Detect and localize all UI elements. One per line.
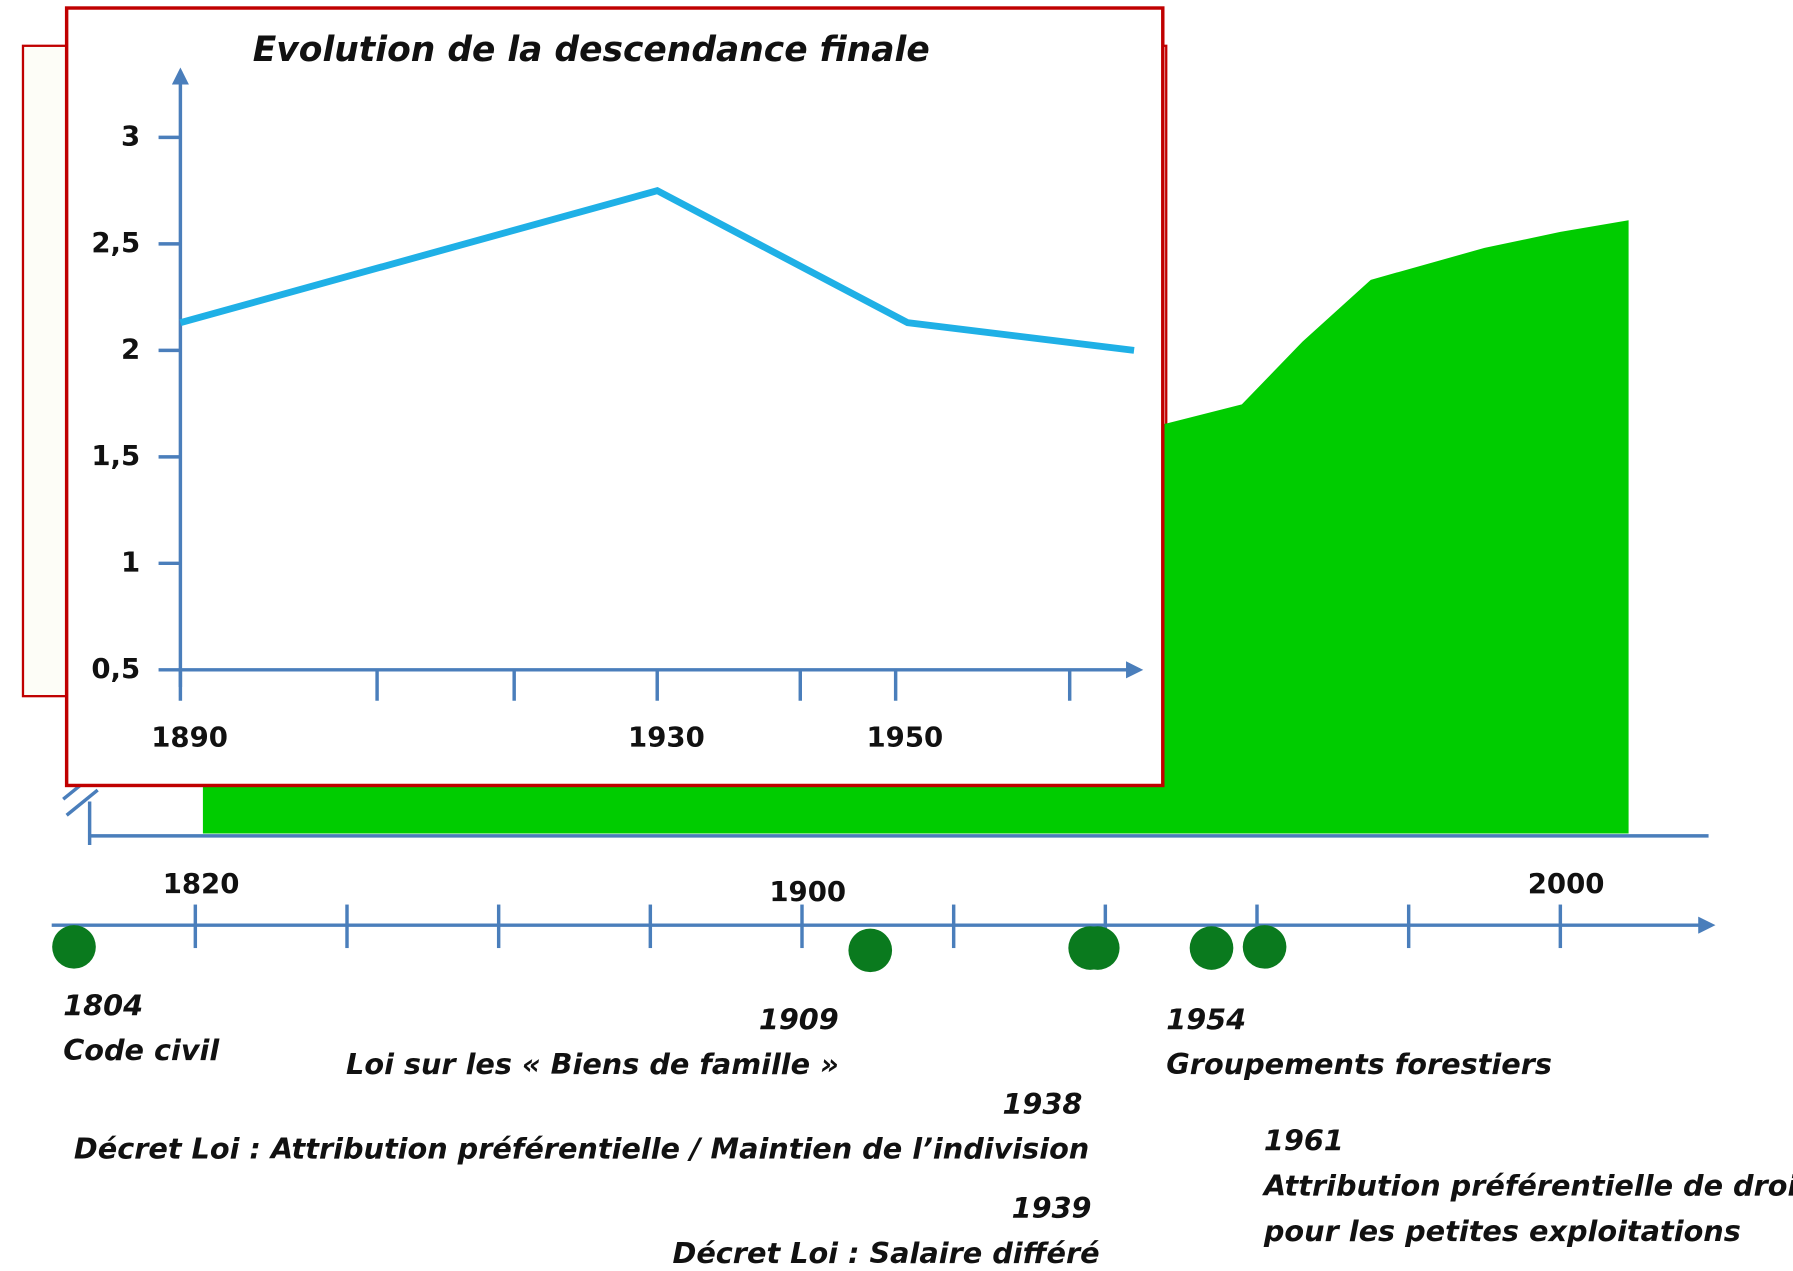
inset-chart: Evolution de la descendance finale 0,5 1 1… [91,30,1144,754]
event-dot [848,928,893,973]
event-year: 1954 [1166,1002,1246,1036]
event-dot [1242,925,1287,969]
event-label: Loi sur les « Biens de famille » [346,1047,839,1081]
event-year: 1938 [1002,1087,1082,1121]
inset-frame [64,6,1165,788]
event-year: 1909 [759,1002,839,1036]
event-label: Décret Loi : Attribution préférentielle … [74,1132,1089,1166]
y-tick-label: 0,5 [91,653,140,685]
x-tick-label: 1930 [628,722,705,754]
line-series [179,186,1135,354]
event-dot [1189,926,1234,970]
event-dot [52,925,96,969]
x-tick-label: 1890 [151,722,228,754]
y-tick-label: 1 [121,546,140,578]
event-label: Attribution préférentielle de droit [1262,1168,1793,1202]
event-year: 1804 [63,989,143,1023]
event-year: 1961 [1264,1124,1344,1158]
scene: 1820 1900 2000 1804 Code civil 1909 Loi sur le… [21,6,1793,1270]
y-tick-label: 1,5 [91,440,140,472]
y-tick-label: 3 [121,120,140,152]
event-label: pour les petites exploitations [1263,1214,1741,1248]
event-label: Décret Loi : Salaire différé [673,1236,1100,1270]
event-dot [1075,926,1120,970]
y-tick-label: 2,5 [91,227,140,259]
event-year: 1939 [1012,1191,1092,1225]
x-tick-label: 2000 [1528,868,1605,900]
chart-title: Evolution de la descendance finale [253,30,930,70]
event-label: Groupements forestiers [1166,1047,1552,1081]
x-tick-label: 1900 [769,876,846,908]
x-tick-label: 1820 [163,868,240,900]
y-tick-label: 2 [121,333,140,365]
event-label: Code civil [63,1033,220,1067]
x-tick-label: 1950 [866,722,943,754]
